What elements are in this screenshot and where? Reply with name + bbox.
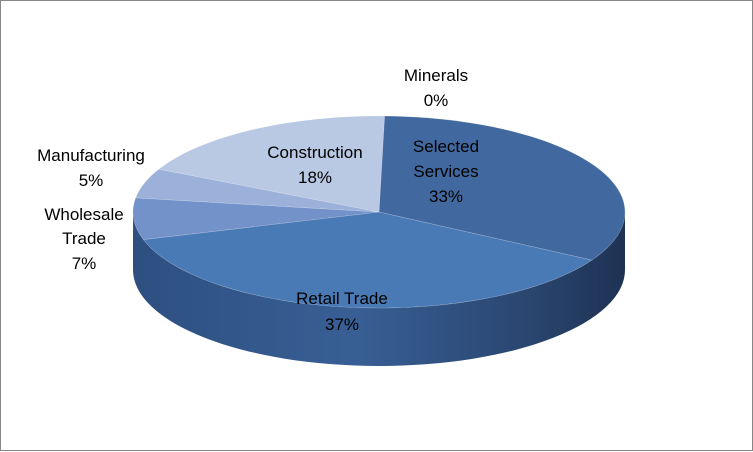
label-construction-name: Construction — [267, 143, 362, 162]
label-minerals-name: Minerals — [404, 66, 468, 85]
slice-retail-trade — [142, 211, 593, 309]
label-retail-trade-name: Retail Trade — [296, 289, 388, 308]
label-construction-pct: 18% — [298, 168, 332, 187]
slice-wholesale-trade — [132, 197, 380, 240]
label-wholesale-trade-name-1: Wholesale — [44, 205, 123, 224]
label-minerals-pct: 0% — [424, 91, 449, 110]
slice-construction — [158, 115, 385, 213]
label-selected-services-pct: 33% — [429, 187, 463, 206]
label-manufacturing-pct: 5% — [79, 171, 104, 190]
label-selected-services-name-1: Selected — [413, 137, 479, 156]
pie-side-surface — [133, 212, 625, 366]
slice-label-wholesale-trade: Wholesale Trade 7% — [44, 205, 123, 273]
label-selected-services-name-2: Services — [413, 162, 478, 181]
slice-label-retail-trade: Retail Trade 37% — [296, 289, 388, 334]
label-manufacturing-name: Manufacturing — [37, 146, 145, 165]
slice-label-construction: Construction 18% — [267, 143, 362, 187]
slice-label-selected-services: Selected Services 33% — [413, 137, 479, 206]
pie-side-wall — [133, 212, 625, 366]
label-wholesale-trade-name-2: Trade — [62, 229, 106, 248]
label-wholesale-trade-pct: 7% — [72, 254, 97, 273]
label-retail-trade-pct: 37% — [325, 315, 359, 334]
slice-manufacturing — [135, 168, 380, 213]
slice-label-minerals: Minerals 0% — [404, 66, 468, 110]
slice-label-manufacturing: Manufacturing 5% — [37, 146, 145, 190]
slice-selected-services — [378, 115, 626, 261]
pie-slices — [132, 115, 626, 309]
